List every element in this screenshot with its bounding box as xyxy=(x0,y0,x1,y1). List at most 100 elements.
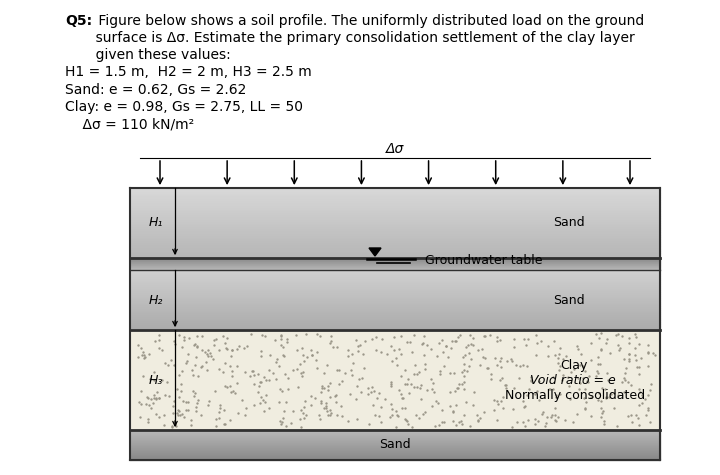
Point xyxy=(485,331,496,339)
Point xyxy=(624,350,635,358)
Point xyxy=(253,370,264,378)
Point xyxy=(256,378,267,386)
Bar xyxy=(130,247,660,249)
Point xyxy=(585,356,597,364)
Point xyxy=(385,379,397,386)
Point xyxy=(298,415,310,422)
Point xyxy=(415,395,426,402)
Point xyxy=(370,333,382,341)
Bar xyxy=(130,330,660,430)
Point xyxy=(434,370,446,378)
Point xyxy=(222,345,233,352)
Point xyxy=(410,361,421,368)
Point xyxy=(256,331,268,339)
Point xyxy=(625,381,636,389)
Point xyxy=(428,388,440,396)
Point xyxy=(333,380,345,388)
Point xyxy=(517,361,528,368)
Point xyxy=(315,332,326,340)
Point xyxy=(297,409,309,417)
Point xyxy=(401,417,413,425)
Point xyxy=(595,409,607,417)
Point xyxy=(404,389,415,397)
Point xyxy=(611,422,623,429)
Point xyxy=(381,350,392,357)
Point xyxy=(153,394,164,401)
Point xyxy=(233,409,244,417)
Bar xyxy=(130,308,660,310)
Point xyxy=(197,347,208,354)
Point xyxy=(376,335,387,343)
Point xyxy=(559,417,570,424)
Point xyxy=(132,341,143,349)
Bar xyxy=(130,190,660,193)
Point xyxy=(479,332,490,340)
Point xyxy=(256,393,267,401)
Point xyxy=(539,422,551,430)
Point xyxy=(321,361,333,369)
Point xyxy=(613,341,624,349)
Point xyxy=(330,399,341,406)
Point xyxy=(300,398,311,405)
Point xyxy=(210,415,222,423)
Point xyxy=(135,344,147,352)
Point xyxy=(406,423,418,430)
Point xyxy=(391,361,402,369)
Point xyxy=(474,361,486,369)
Point xyxy=(647,349,659,357)
Point xyxy=(600,340,611,347)
Point xyxy=(336,412,348,420)
Point xyxy=(590,331,602,338)
Point xyxy=(618,388,629,396)
Point xyxy=(140,400,151,408)
Point xyxy=(246,330,257,337)
Point xyxy=(399,415,410,423)
Point xyxy=(190,353,202,361)
Text: H₂: H₂ xyxy=(148,294,163,306)
Point xyxy=(449,387,461,395)
Point xyxy=(433,421,444,428)
Bar xyxy=(130,449,660,450)
Point xyxy=(143,350,155,358)
Point xyxy=(492,338,503,345)
Point xyxy=(492,400,504,408)
Point xyxy=(602,377,613,384)
Point xyxy=(143,418,154,426)
Point xyxy=(416,340,428,348)
Point xyxy=(276,414,288,421)
Point xyxy=(397,394,409,402)
Point xyxy=(598,420,610,428)
Point xyxy=(170,422,181,430)
Text: Void ratio = e: Void ratio = e xyxy=(530,373,616,387)
Point xyxy=(415,385,426,392)
Point xyxy=(518,418,529,426)
Point xyxy=(580,404,591,411)
Point xyxy=(143,401,155,409)
Point xyxy=(513,374,524,381)
Point xyxy=(150,337,161,344)
Point xyxy=(324,406,336,414)
Bar xyxy=(130,290,660,292)
Point xyxy=(436,406,448,414)
Point xyxy=(298,403,310,411)
Point xyxy=(218,406,230,413)
Point xyxy=(182,350,194,358)
Point xyxy=(636,399,647,407)
Point xyxy=(142,415,153,423)
Point xyxy=(331,411,343,419)
Point xyxy=(429,422,441,429)
Point xyxy=(644,418,656,426)
Point xyxy=(624,358,635,365)
Bar xyxy=(130,451,660,452)
Point xyxy=(514,362,526,370)
Point xyxy=(580,405,591,413)
Bar xyxy=(130,457,660,458)
Point xyxy=(400,416,411,423)
Point xyxy=(613,346,625,353)
Point xyxy=(168,397,179,405)
Point xyxy=(350,395,361,402)
Point xyxy=(619,376,631,384)
Bar xyxy=(130,294,660,296)
Text: surface is Δσ. Estimate the primary consolidation settlement of the clay layer: surface is Δσ. Estimate the primary cons… xyxy=(65,31,635,45)
Point xyxy=(472,418,483,425)
